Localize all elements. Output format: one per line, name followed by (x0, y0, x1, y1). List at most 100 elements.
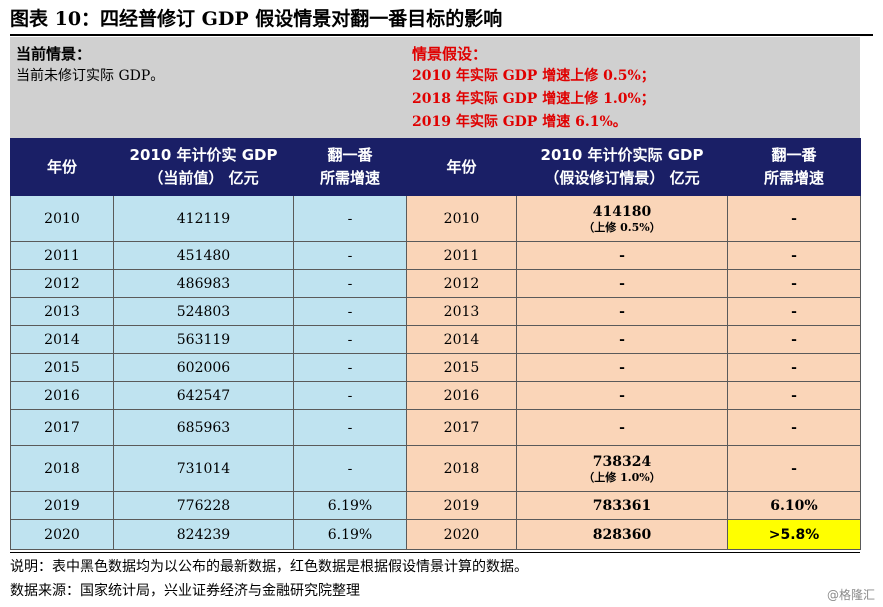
table-row: 2010 412119-2010 414180 （上修 0.5%） - (10, 195, 861, 242)
bottom-rule (10, 552, 860, 553)
table-row: 2016 642547-2016- - (10, 381, 861, 410)
gdp-scenario-cell: 738324 （上修 1.0%） (516, 445, 728, 492)
gdp-scenario-cell: - (516, 409, 728, 446)
table-body: 2010 412119-2010 414180 （上修 0.5%） -2011 45148… (10, 195, 861, 550)
rate-scenario-cell: - (727, 241, 861, 270)
table-row: 2020 824239 6.19% 2020 828360 >5.8% (10, 519, 861, 550)
rate-current-cell: - (293, 297, 407, 326)
year-cell: 2012 (10, 269, 114, 298)
rate-scenario-cell: - (727, 409, 861, 446)
rate-current-cell: - (293, 381, 407, 410)
table-row: 2014 563119-2014- - (10, 325, 861, 354)
rate-current-cell: - (293, 445, 407, 492)
year-cell: 2011 (10, 241, 114, 270)
rate-current-cell: - (293, 353, 407, 382)
year-cell: 2010 (10, 195, 114, 242)
current-scenario-panel: 当前情景： 当前未修订实际 GDP。 (10, 37, 406, 138)
table-row: 2011 451480-2011- - (10, 241, 861, 270)
gdp-scenario-cell: - (516, 325, 728, 354)
gdp-current-cell: 486983 (113, 269, 294, 298)
header-rate-current: 翻一番 所需增速 (293, 138, 407, 196)
gdp-scenario-cell: 783361 (516, 491, 728, 520)
year-scenario-cell: 2015 (406, 353, 517, 382)
table-row: 2012 486983-2012- - (10, 269, 861, 298)
year-scenario-cell: 2012 (406, 269, 517, 298)
year-scenario-cell: 2018 (406, 445, 517, 492)
header-year-scenario: 年份 (406, 138, 517, 196)
gdp-current-cell: 685963 (113, 409, 294, 446)
table-row: 2019 776228 6.19% 2019 783361 6.10% (10, 491, 861, 520)
year-scenario-cell: 2011 (406, 241, 517, 270)
rate-scenario-cell: - (727, 381, 861, 410)
gdp-scenario-cell: - (516, 353, 728, 382)
gdp-current-cell: 524803 (113, 297, 294, 326)
year-scenario-cell: 2016 (406, 381, 517, 410)
year-scenario-cell: 2017 (406, 409, 517, 446)
rate-current-cell: - (293, 325, 407, 354)
rate-scenario-cell: - (727, 297, 861, 326)
gdp-scenario-cell: 828360 (516, 519, 728, 550)
year-cell: 2017 (10, 409, 114, 446)
year-cell: 2015 (10, 353, 114, 382)
assumption-heading: 情景假设： (412, 45, 488, 63)
current-scenario-heading: 当前情景： (16, 45, 92, 63)
assumption-line: 2018 年实际 GDP 增速上修 1.0%； (412, 91, 655, 107)
rate-current-cell: - (293, 195, 407, 242)
rate-scenario-cell: - (727, 195, 861, 242)
year-cell: 2018 (10, 445, 114, 492)
gdp-current-cell: 731014 (113, 445, 294, 492)
rate-scenario-cell: 6.10% (727, 491, 861, 520)
assumption-line: 2010 年实际 GDP 增速上修 0.5%； (412, 68, 655, 84)
rate-current-cell: - (293, 409, 407, 446)
year-scenario-cell: 2013 (406, 297, 517, 326)
header-year-current: 年份 (10, 138, 114, 196)
rate-scenario-cell: - (727, 445, 861, 492)
year-scenario-cell: 2014 (406, 325, 517, 354)
header-gdp-scenario: 2010 年计价实际 GDP （假设修订情景） 亿元 (516, 138, 728, 196)
gdp-current-cell: 776228 (113, 491, 294, 520)
year-scenario-cell: 2010 (406, 195, 517, 242)
gdp-current-cell: 602006 (113, 353, 294, 382)
table-note: 说明：表中黑色数据均为以公布的最新数据，红色数据是根据假设情景计算的数据。 (10, 559, 528, 575)
gdp-current-cell: 824239 (113, 519, 294, 550)
year-cell: 2013 (10, 297, 114, 326)
year-scenario-cell: 2020 (406, 519, 517, 550)
figure-title: 图表 10：四经普修订 GDP 假设情景对翻一番目标的影响 (10, 8, 503, 30)
header-gdp-current: 2010 年计价实 GDP （当前值） 亿元 (113, 138, 294, 196)
gdp-current-cell: 642547 (113, 381, 294, 410)
current-scenario-text: 当前未修订实际 GDP。 (16, 68, 165, 84)
year-cell: 2014 (10, 325, 114, 354)
rate-current-cell: - (293, 269, 407, 298)
gdp-current-cell: 412119 (113, 195, 294, 242)
rate-scenario-cell: - (727, 325, 861, 354)
table-header-row: 年份 2010 年计价实 GDP （当前值） 亿元 翻一番 所需增速 年份 2010… (10, 138, 861, 196)
table-row: 2018 731014-2018 738324 （上修 1.0%） - (10, 445, 861, 492)
rate-current-cell: 6.19% (293, 519, 407, 550)
gdp-comparison-table: 年份 2010 年计价实 GDP （当前值） 亿元 翻一番 所需增速 年份 2010… (10, 138, 861, 550)
gdp-current-cell: 451480 (113, 241, 294, 270)
year-cell: 2019 (10, 491, 114, 520)
gdp-scenario-cell: - (516, 269, 728, 298)
rate-current-cell: - (293, 241, 407, 270)
year-scenario-cell: 2019 (406, 491, 517, 520)
year-cell: 2020 (10, 519, 114, 550)
title-rule (10, 34, 873, 36)
gdp-scenario-cell: - (516, 381, 728, 410)
gdp-scenario-cell: - (516, 241, 728, 270)
rate-scenario-cell: - (727, 353, 861, 382)
table-row: 2017 685963-2017- - (10, 409, 861, 446)
table-row: 2013 524803-2013- - (10, 297, 861, 326)
assumption-line: 2019 年实际 GDP 增速 6.1%。 (412, 114, 627, 130)
year-cell: 2016 (10, 381, 114, 410)
gdp-scenario-cell: - (516, 297, 728, 326)
assumption-panel: 情景假设： 2010 年实际 GDP 增速上修 0.5%； 2018 年实际 G… (406, 37, 860, 138)
rate-scenario-cell: >5.8% (727, 519, 861, 550)
data-source: 数据来源：国家统计局，兴业证券经济与金融研究院整理 (10, 583, 360, 599)
table-row: 2015 602006-2015- - (10, 353, 861, 382)
header-rate-scenario: 翻一番 所需增速 (727, 138, 861, 196)
rate-current-cell: 6.19% (293, 491, 407, 520)
gdp-scenario-cell: 414180 （上修 0.5%） (516, 195, 728, 242)
gdp-current-cell: 563119 (113, 325, 294, 354)
watermark: @格隆汇 (826, 588, 875, 602)
rate-scenario-cell: - (727, 269, 861, 298)
